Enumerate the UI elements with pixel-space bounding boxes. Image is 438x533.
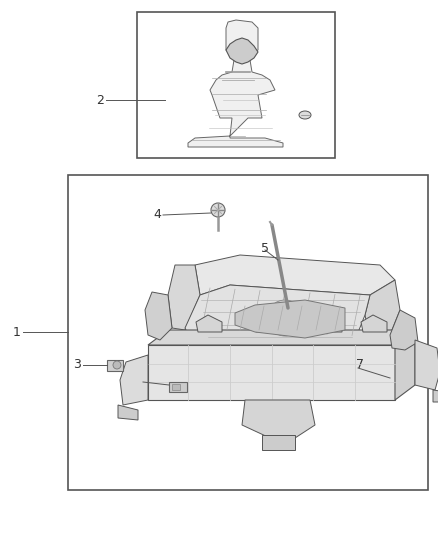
- Polygon shape: [316, 315, 342, 332]
- Bar: [68, 175, 428, 490]
- Circle shape: [211, 203, 225, 217]
- Polygon shape: [433, 390, 438, 402]
- Polygon shape: [415, 340, 438, 390]
- Bar: [107, 360, 123, 371]
- Circle shape: [113, 361, 121, 369]
- Polygon shape: [262, 435, 295, 450]
- Polygon shape: [361, 315, 387, 332]
- Text: 1: 1: [13, 326, 21, 338]
- Text: 3: 3: [73, 359, 81, 372]
- Circle shape: [267, 300, 303, 336]
- Polygon shape: [226, 38, 258, 64]
- Polygon shape: [254, 315, 280, 332]
- Text: 6: 6: [133, 374, 141, 386]
- Polygon shape: [168, 265, 200, 330]
- Polygon shape: [196, 315, 222, 332]
- Text: 2: 2: [96, 93, 104, 107]
- Text: 4: 4: [153, 208, 161, 222]
- Bar: [137, 12, 335, 158]
- Polygon shape: [390, 310, 418, 350]
- Polygon shape: [188, 20, 283, 147]
- Polygon shape: [185, 285, 370, 350]
- Polygon shape: [145, 292, 172, 340]
- Text: 7: 7: [356, 359, 364, 372]
- Polygon shape: [148, 330, 415, 345]
- Polygon shape: [242, 400, 315, 438]
- Circle shape: [298, 310, 322, 334]
- Circle shape: [322, 307, 338, 323]
- Ellipse shape: [299, 111, 311, 119]
- Polygon shape: [148, 345, 395, 400]
- Bar: [169, 382, 187, 392]
- Bar: [172, 384, 180, 390]
- Polygon shape: [118, 405, 138, 420]
- Text: 5: 5: [261, 241, 269, 254]
- Polygon shape: [395, 330, 415, 400]
- Polygon shape: [120, 355, 148, 405]
- Polygon shape: [365, 280, 400, 340]
- Polygon shape: [235, 300, 345, 338]
- Polygon shape: [195, 255, 395, 295]
